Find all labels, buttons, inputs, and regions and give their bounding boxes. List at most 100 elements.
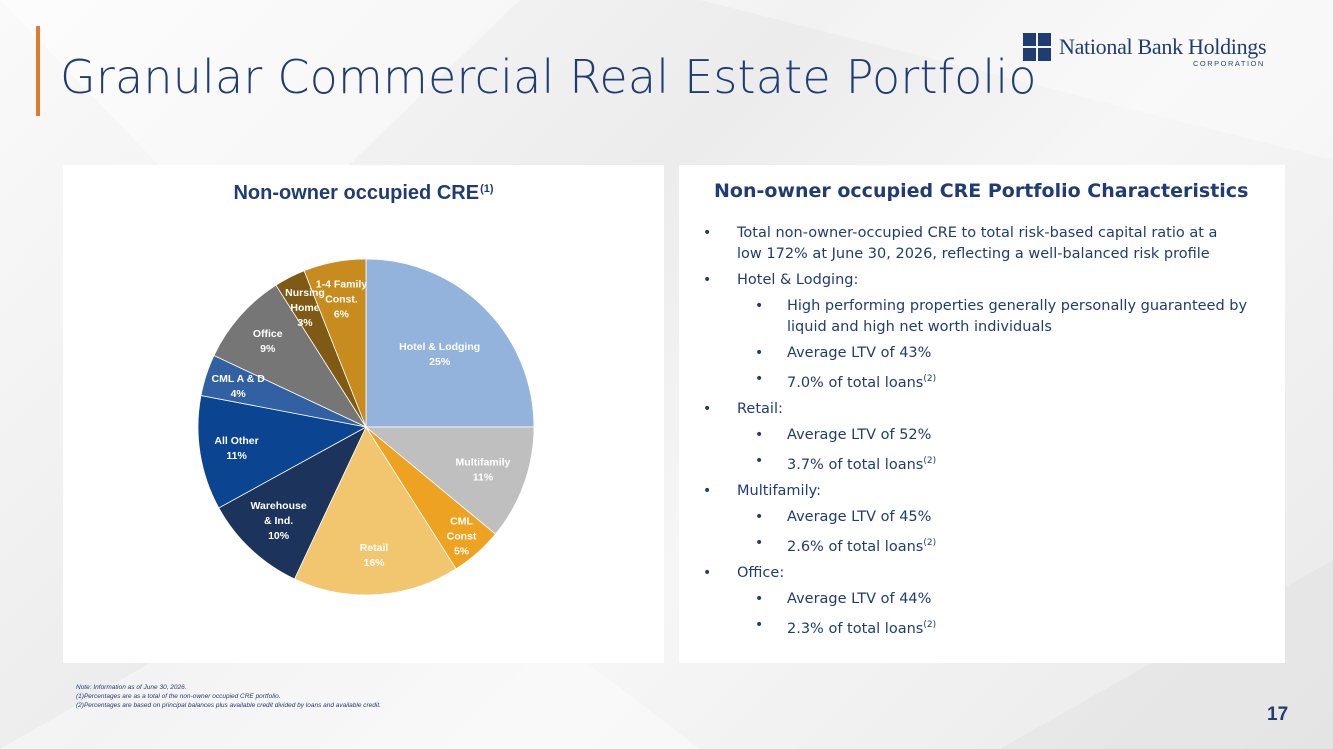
slice-category-label: Hotel & Lodging <box>399 341 480 353</box>
bullet-icon: • <box>755 453 764 469</box>
slice-value-label: 10% <box>268 530 290 542</box>
slice-category-label: Const <box>447 530 477 542</box>
footnote-mark: (2) <box>923 538 937 548</box>
bullet-icon: • <box>703 565 712 581</box>
footnote-line: (2)Percentages are based on principal ba… <box>76 702 381 709</box>
slice-category-label: Home <box>290 302 319 314</box>
footnote-line: (1)Percentages are as a total of the non… <box>76 693 281 700</box>
logo-name: National Bank Holdings <box>1059 34 1267 59</box>
pie-slice <box>303 258 367 428</box>
pie-slice-label: CML Const 5% <box>447 515 477 557</box>
bullet-text: Office: <box>737 565 785 581</box>
pie-slice <box>213 284 368 428</box>
bullet-icon: • <box>755 535 764 551</box>
bullet-text: High performing properties generally per… <box>787 298 1248 335</box>
chart-title-text: Non-owner occupied CRE <box>233 182 480 204</box>
title-accent-bar <box>36 26 40 116</box>
bullet-text: 2.3% of total loans <box>787 621 924 637</box>
chart-title-footnote: (1) <box>480 183 494 195</box>
slice-category-label: Nursing <box>285 287 325 299</box>
list-item: • Total non-owner-occupied CRE to total r… <box>679 223 1285 265</box>
list-item: • Average LTV of 52% <box>679 425 1285 446</box>
bullet-text: Total non-owner-occupied CRE to total ri… <box>737 225 1218 262</box>
bullet-text: 3.7% of total loans <box>787 457 924 473</box>
bullet-icon: • <box>755 371 764 387</box>
slice-category-label: All Other <box>214 435 258 447</box>
slice-value-label: 6% <box>334 308 350 320</box>
bullet-icon: • <box>755 617 764 633</box>
pie-slice <box>293 426 457 596</box>
characteristics-list: • Total non-owner-occupied CRE to total r… <box>679 223 1285 645</box>
bullet-icon: • <box>703 225 712 241</box>
pie-slice-label: All Other 11% <box>214 435 258 462</box>
footnotes: Note: Information as of June 30, 2026. (… <box>76 683 381 710</box>
slice-value-label: 11% <box>226 450 247 462</box>
logo-subtitle: CORPORATION <box>1193 59 1265 68</box>
slice-category-label: 1-4 Family <box>316 278 368 290</box>
pie-slice-label: 1-4 Family Const. 6% <box>316 278 368 320</box>
pie-slice-label: Multifamily 11% <box>456 457 511 484</box>
characteristics-panel: Non-owner occupied CRE Portfolio Charact… <box>679 165 1285 663</box>
list-item: • Average LTV of 44% <box>679 589 1285 610</box>
logo-mark-icon <box>1023 33 1053 63</box>
chart-title: Non-owner occupied CRE(1) <box>63 182 664 205</box>
slice-category-label: Warehouse <box>250 500 306 512</box>
bullet-icon: • <box>755 345 764 361</box>
slice-category-label: Retail <box>360 542 389 554</box>
pie-slice <box>197 395 368 509</box>
slice-category-label: Multifamily <box>456 457 511 469</box>
slice-category-label: & Ind. <box>264 515 293 527</box>
bullet-text: Average LTV of 52% <box>787 427 932 443</box>
slice-value-label: 4% <box>231 388 247 400</box>
bullet-text: 7.0% of total loans <box>787 375 924 391</box>
footnote-line: Note: Information as of June 30, 2026. <box>76 684 187 691</box>
list-item: • Average LTV of 43% <box>679 343 1285 364</box>
bullet-text: Average LTV of 45% <box>787 509 932 525</box>
bullet-icon: • <box>755 427 764 443</box>
bullet-icon: • <box>755 509 764 525</box>
slice-value-label: 3% <box>297 317 313 329</box>
footnote-mark: (2) <box>923 374 937 384</box>
bullet-text: 2.6% of total loans <box>787 539 924 555</box>
chart-panel: Non-owner occupied CRE(1) Hotel & Lodgin… <box>63 165 664 663</box>
characteristics-title: Non-owner occupied CRE Portfolio Charact… <box>714 180 1249 202</box>
bullet-text: Average LTV of 43% <box>787 345 932 361</box>
slice-value-label: 16% <box>364 557 386 569</box>
bullet-text: Multifamily: <box>737 483 822 499</box>
slice-category-label: Const. <box>325 293 358 305</box>
list-item: • Multifamily: <box>679 481 1285 502</box>
bullet-text: Hotel & Lodging: <box>737 272 859 288</box>
pie-slice-label: CML A & D 4% <box>212 373 266 400</box>
bullet-icon: • <box>703 401 712 417</box>
list-item: • Retail: <box>679 399 1285 420</box>
slice-category-label: CML A & D <box>212 373 266 385</box>
pie-slice <box>365 258 535 428</box>
list-item: • Hotel & Lodging: <box>679 270 1285 291</box>
slice-value-label: 11% <box>473 472 494 484</box>
list-item: • 3.7% of total loans(2) <box>679 451 1285 476</box>
page-number: 17 <box>1267 704 1289 725</box>
bullet-icon: • <box>755 591 764 607</box>
slice-value-label: 25% <box>429 356 451 368</box>
page-title: Granular Commercial Real Estate Portfoli… <box>60 50 1037 104</box>
pie-slice-label: Warehouse & Ind. 10% <box>250 500 306 542</box>
slice-category-label: CML <box>450 515 473 527</box>
bullet-icon: • <box>703 272 712 288</box>
slice-value-label: 9% <box>260 343 276 355</box>
footnote-mark: (2) <box>923 456 937 466</box>
pie-slice <box>364 426 535 535</box>
bullet-icon: • <box>703 483 712 499</box>
pie-slice <box>218 426 367 580</box>
list-item: • 7.0% of total loans(2) <box>679 369 1285 394</box>
list-item: • Average LTV of 45% <box>679 507 1285 528</box>
pie-slice-label: Office 9% <box>253 328 283 355</box>
pie-slice-label: Nursing Home 3% <box>285 287 325 329</box>
footnote-mark: (2) <box>923 620 937 630</box>
pie-chart: Hotel & Lodging 25% Multifamily 11% CML Const… <box>197 258 535 596</box>
bullet-text: Retail: <box>737 401 783 417</box>
bullet-text: Average LTV of 44% <box>787 591 932 607</box>
slice-value-label: 5% <box>454 545 470 557</box>
pie-slice-label: Hotel & Lodging 25% <box>399 341 480 368</box>
company-logo: National Bank Holdings CORPORATION <box>1023 32 1293 72</box>
list-item: • Office: <box>679 563 1285 584</box>
